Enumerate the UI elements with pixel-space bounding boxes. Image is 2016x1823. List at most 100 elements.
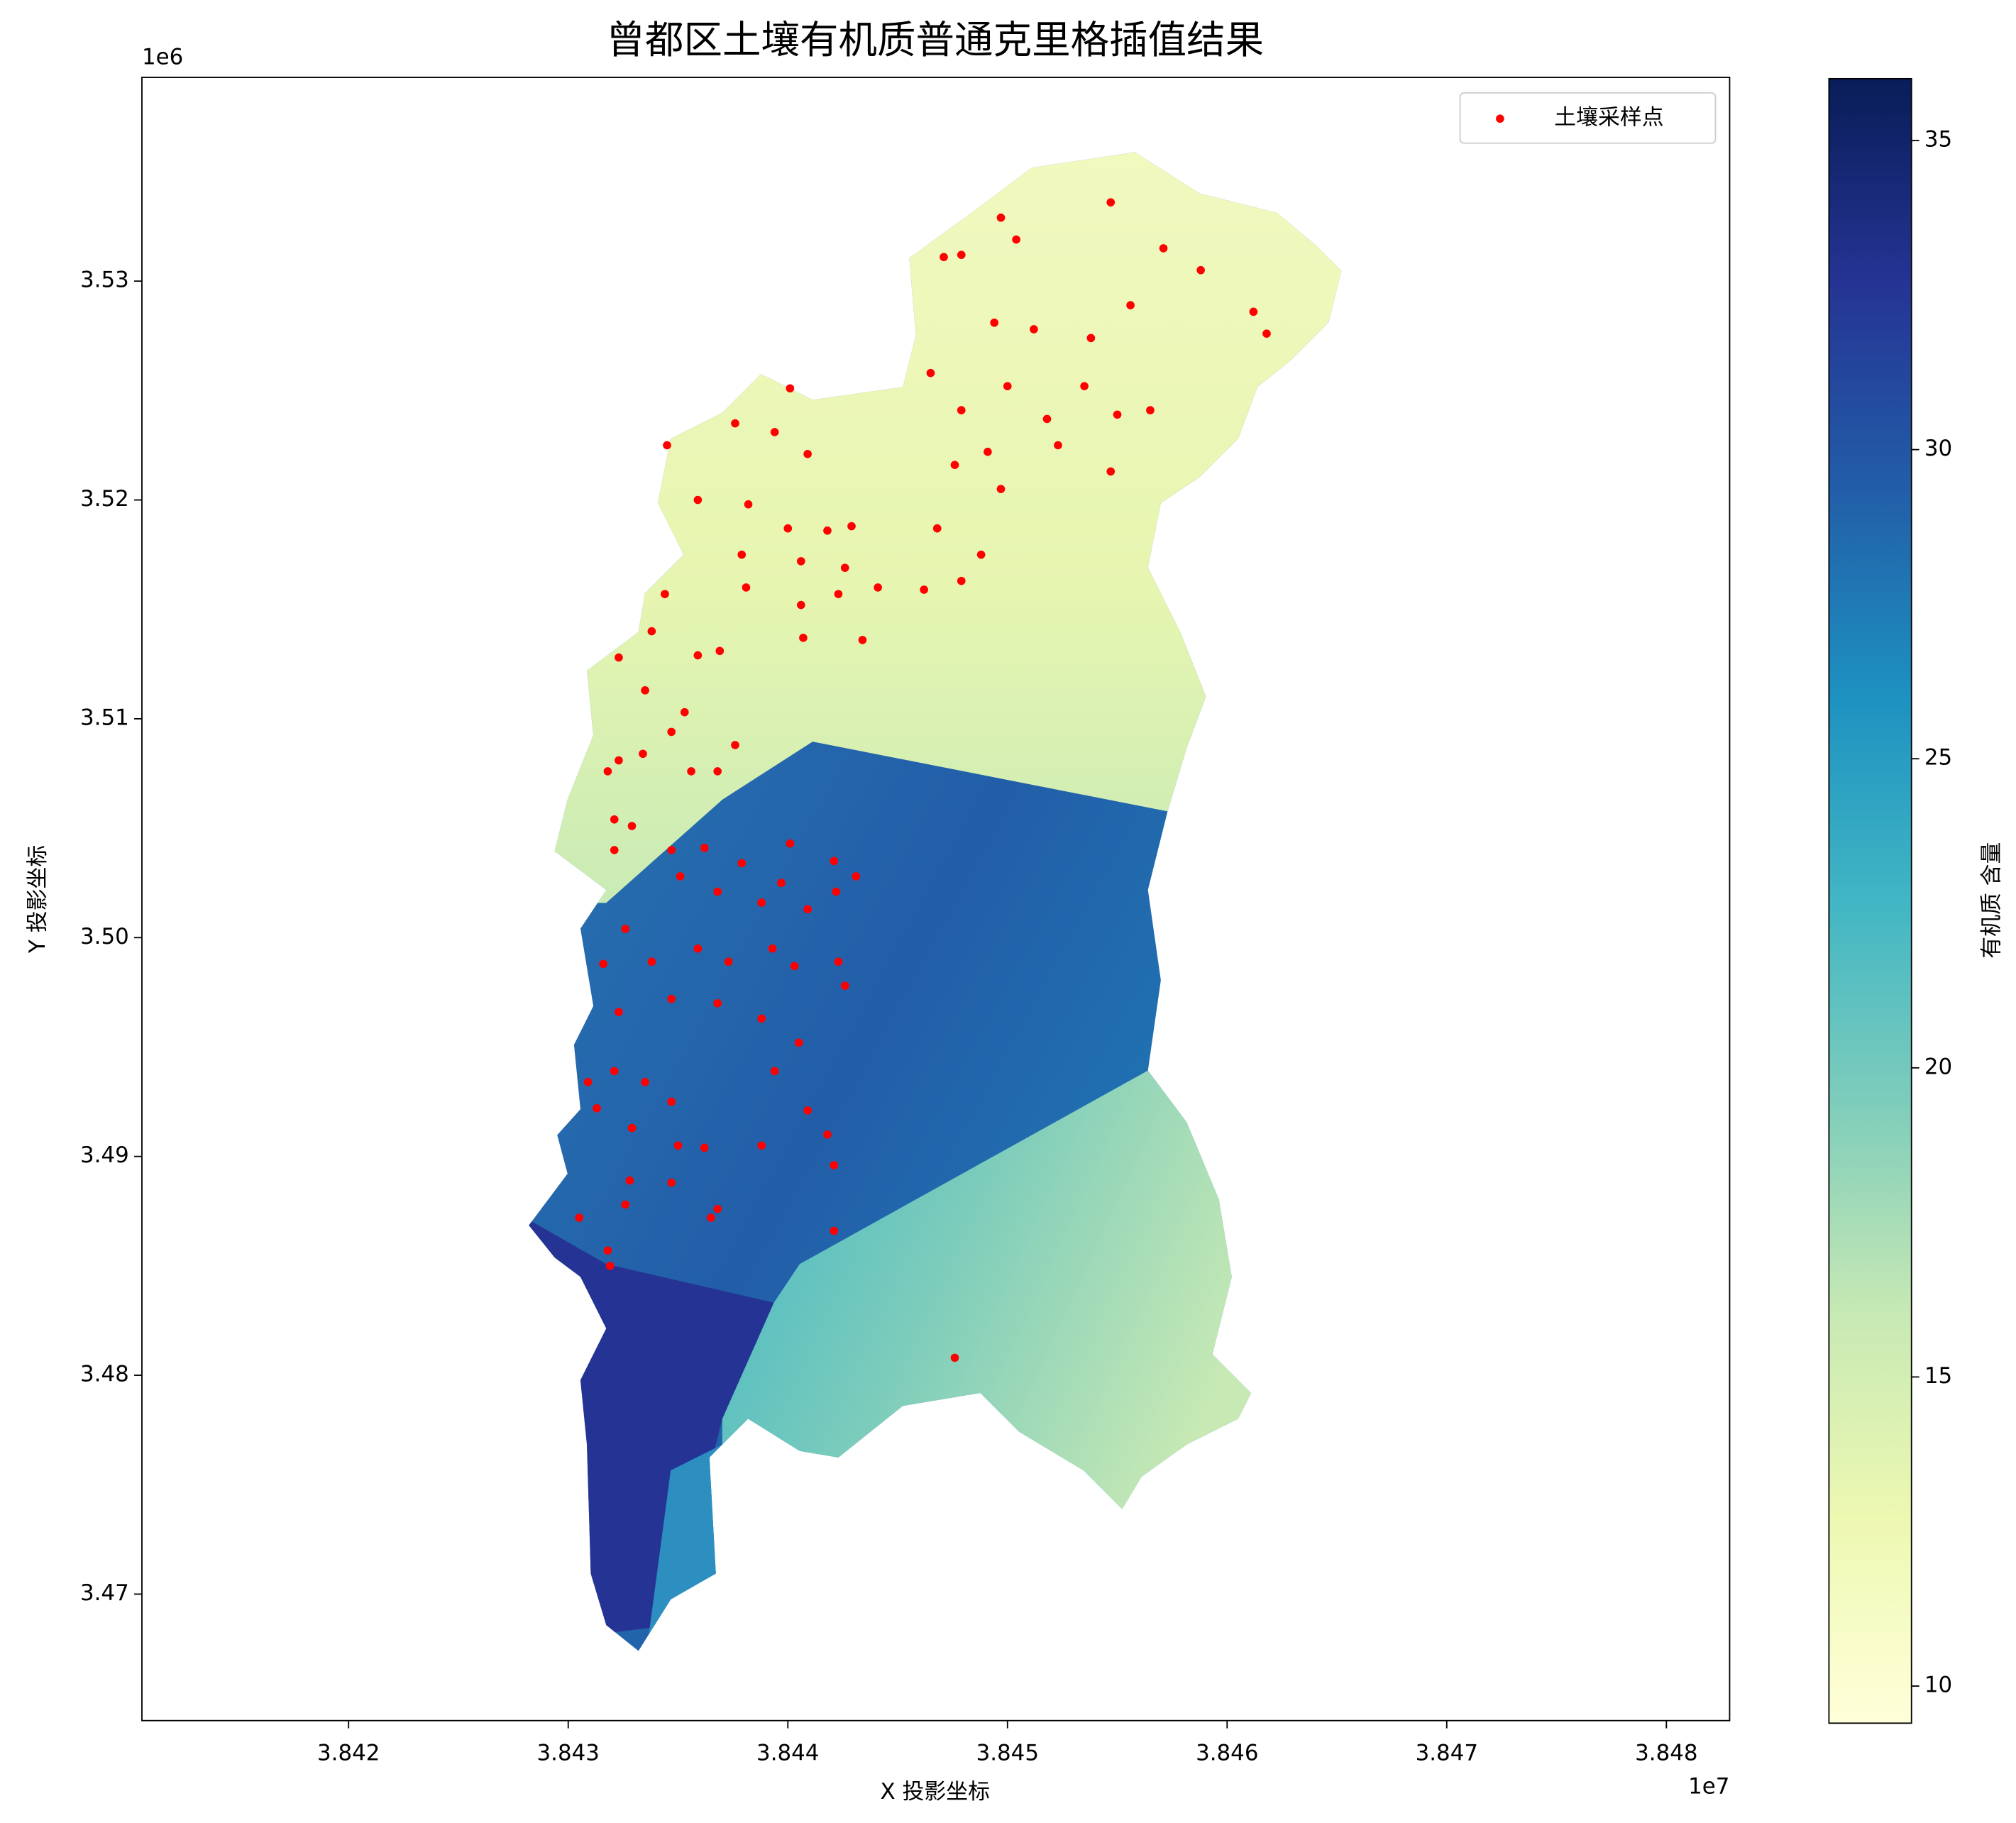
- sample-point: [1030, 325, 1038, 334]
- colorbar: [1828, 77, 1912, 1724]
- x-offset-label: 1e7: [1688, 1774, 1729, 1800]
- x-axis-label: X 投影坐标: [881, 1779, 990, 1805]
- sample-point: [615, 1008, 623, 1016]
- sample-point: [1054, 441, 1062, 450]
- y-tick-label: 3.47: [80, 1580, 129, 1606]
- colorbar-tick-label: 20: [1924, 1054, 1952, 1079]
- colorbar-label: 有机质 含量: [1979, 842, 2005, 959]
- sample-point: [1262, 329, 1271, 338]
- sample-point: [996, 213, 1006, 222]
- sample-point: [693, 651, 703, 660]
- sample-point: [847, 522, 856, 531]
- sample-point: [1086, 334, 1096, 343]
- sample-point: [858, 636, 867, 644]
- sample-point: [724, 957, 733, 966]
- sample-point: [1159, 244, 1168, 253]
- sample-point: [770, 428, 779, 436]
- sample-point: [731, 419, 739, 428]
- sample-point: [687, 767, 695, 776]
- sample-point: [667, 1178, 676, 1187]
- colorbar-tick-label: 10: [1924, 1673, 1952, 1698]
- sample-point: [830, 1226, 839, 1235]
- sample-point: [713, 1204, 722, 1213]
- sample-point: [768, 944, 777, 953]
- sample-point: [737, 859, 747, 868]
- sample-point: [823, 526, 832, 535]
- sample-point: [757, 898, 766, 907]
- sample-point: [1249, 307, 1258, 316]
- sample-point: [673, 1141, 683, 1150]
- sample-point: [790, 962, 799, 971]
- colorbar-tick-label: 15: [1924, 1363, 1952, 1389]
- sample-point: [1106, 467, 1116, 476]
- sample-point: [830, 1161, 839, 1169]
- sample-point: [786, 384, 795, 393]
- sample-point: [603, 1246, 612, 1255]
- sample-point: [797, 600, 805, 610]
- sample-point: [794, 1038, 803, 1047]
- y-tick-label: 3.50: [80, 924, 129, 949]
- surface-southeast: [722, 1070, 1277, 1548]
- sample-point: [932, 524, 942, 533]
- chart-title: 曾都区土壤有机质普通克里格插值结果: [606, 17, 1264, 62]
- y-offset-label: 1e6: [142, 44, 183, 70]
- sample-point: [786, 839, 795, 848]
- sample-point: [599, 959, 608, 969]
- sample-point: [926, 368, 935, 378]
- colorbar-tick-label: 25: [1924, 745, 1952, 771]
- sample-point: [667, 727, 676, 737]
- legend-label: 土壤采样点: [1554, 105, 1663, 131]
- x-tick-label: 3.843: [537, 1740, 600, 1766]
- sample-point: [920, 585, 928, 594]
- sample-point: [957, 406, 966, 414]
- sample-point: [1012, 235, 1020, 244]
- x-tick-label: 3.848: [1635, 1740, 1697, 1766]
- sample-point: [852, 872, 861, 881]
- sample-point: [605, 1262, 615, 1270]
- y-tick-label: 3.49: [80, 1142, 129, 1168]
- sample-point: [957, 576, 966, 585]
- sample-point: [575, 1213, 584, 1222]
- y-tick-label: 3.52: [80, 486, 129, 512]
- legend-box: [1459, 92, 1717, 144]
- sample-point: [830, 857, 839, 866]
- y-tick-label: 3.48: [80, 1362, 129, 1387]
- sample-point: [715, 646, 725, 656]
- sample-point: [676, 872, 685, 881]
- sample-point: [840, 563, 849, 572]
- sample-point: [667, 1097, 676, 1106]
- sample-point: [639, 749, 647, 759]
- sample-point: [641, 686, 649, 695]
- sample-point: [803, 449, 812, 458]
- y-tick-label: 3.51: [80, 705, 129, 730]
- plot-frame: [141, 77, 1731, 1722]
- sample-point: [1126, 301, 1135, 309]
- sample-point: [799, 634, 808, 642]
- sample-point: [615, 756, 623, 765]
- sample-point: [1003, 382, 1012, 390]
- y-axis-label: Y 投影坐标: [25, 845, 50, 954]
- sample-point: [1106, 198, 1116, 206]
- sample-point: [777, 879, 786, 888]
- sample-point: [742, 583, 751, 592]
- sample-point: [731, 741, 739, 749]
- sample-point: [627, 1123, 637, 1133]
- legend-marker: [1496, 114, 1504, 123]
- sample-point: [1196, 265, 1205, 275]
- sample-point: [757, 1014, 766, 1023]
- sample-point: [1146, 406, 1155, 414]
- points-layer: [575, 198, 1271, 1362]
- sample-point: [797, 557, 805, 566]
- sample-point: [610, 815, 619, 824]
- sample-point: [700, 844, 709, 852]
- sample-point: [610, 1067, 619, 1076]
- sample-point: [803, 1106, 812, 1115]
- sample-point: [757, 1141, 766, 1150]
- sample-point: [770, 1067, 779, 1076]
- sample-point: [641, 1078, 649, 1086]
- sample-point: [615, 653, 623, 662]
- sample-point: [950, 461, 959, 470]
- sample-point: [803, 905, 812, 914]
